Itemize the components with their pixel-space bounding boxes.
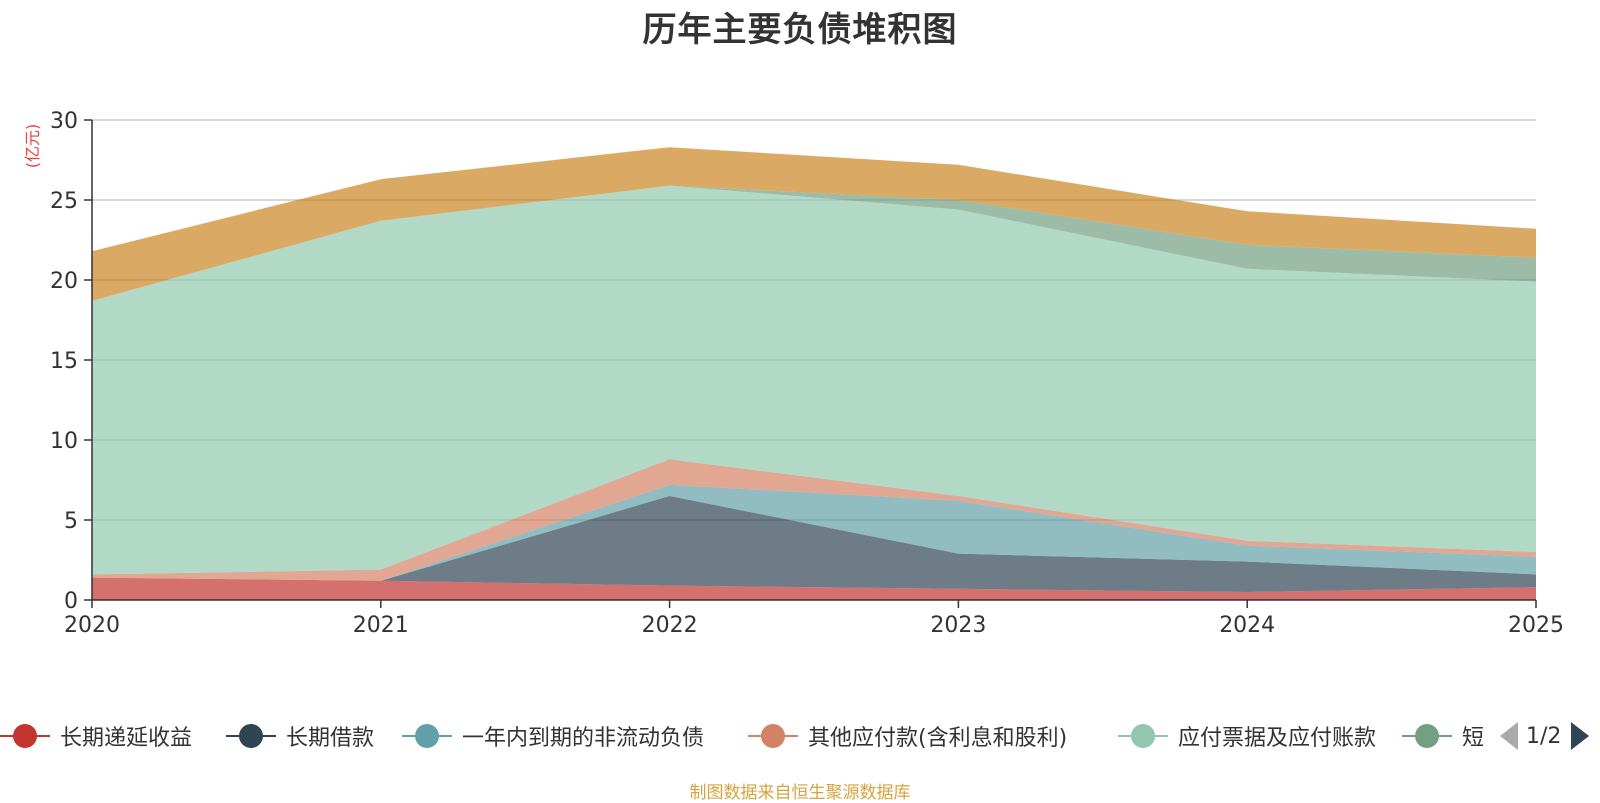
legend-item[interactable]: 短	[1402, 716, 1484, 756]
legend-item[interactable]: 一年内到期的非流动负债	[402, 716, 704, 756]
legend-next-arrow-icon[interactable]	[1571, 722, 1590, 750]
x-axis-tick-label: 2023	[930, 613, 986, 638]
y-axis-tick-label: 5	[64, 509, 78, 534]
legend-label: 应付票据及应付账款	[1178, 726, 1377, 751]
legend-label: 其他应付款(含利息和股利)	[808, 726, 1068, 751]
y-axis-tick-label: 25	[50, 189, 78, 214]
legend-marker-icon	[1118, 721, 1168, 751]
legend-item[interactable]: 长期递延收益	[0, 716, 192, 756]
area-series-4[interactable]	[92, 185, 1536, 575]
chart-title: 历年主要负债堆积图	[642, 10, 958, 50]
data-source-note: 制图数据来自恒生聚源数据库	[689, 783, 911, 803]
x-axis-tick-label: 2025	[1508, 613, 1564, 638]
legend-marker-icon	[748, 721, 798, 751]
legend-prev-arrow-icon[interactable]	[1500, 722, 1518, 750]
area-series-0[interactable]	[92, 577, 1536, 600]
area-series-3[interactable]	[92, 459, 1536, 581]
y-axis-tick-label: 10	[50, 429, 78, 454]
y-axis-tick-label: 30	[50, 109, 78, 134]
legend-pager: 1/2	[1500, 718, 1600, 754]
y-axis-tick-label: 0	[64, 589, 78, 614]
legend-marker-icon	[0, 721, 50, 751]
legend-marker-icon	[226, 721, 276, 751]
area-series	[92, 147, 1536, 600]
legend: 长期递延收益 长期借款 一年内到期的非流动负债 其他应付款(含利息和股利) 应付票据及应…	[0, 716, 1485, 756]
legend-label: 一年内到期的非流动负债	[462, 726, 705, 751]
legend-label: 长期递延收益	[60, 726, 193, 751]
legend-marker-icon	[1402, 721, 1452, 751]
legend-label: 长期借款	[286, 726, 375, 751]
legend-marker-icon	[402, 721, 452, 751]
y-axis-tick-label: 15	[50, 349, 78, 374]
y-axis-tick-label: 20	[50, 269, 78, 294]
legend-page-indicator: 1/2	[1526, 723, 1562, 749]
x-axis-tick-label: 2020	[64, 613, 120, 638]
legend-item[interactable]: 应付票据及应付账款	[1118, 716, 1376, 756]
area-series-2[interactable]	[92, 484, 1536, 581]
legend-item[interactable]: 长期借款	[226, 716, 374, 756]
area-series-6[interactable]	[92, 147, 1536, 301]
x-axis-tick-label: 2024	[1219, 613, 1275, 638]
y-axis-unit-label: (亿元)	[23, 124, 42, 169]
legend-item[interactable]: 其他应付款(含利息和股利)	[748, 716, 1067, 756]
area-series-1[interactable]	[92, 496, 1536, 592]
x-axis-tick-label: 2021	[353, 613, 409, 638]
legend-label: 短	[1462, 726, 1485, 751]
x-axis-tick-label: 2022	[642, 613, 698, 638]
